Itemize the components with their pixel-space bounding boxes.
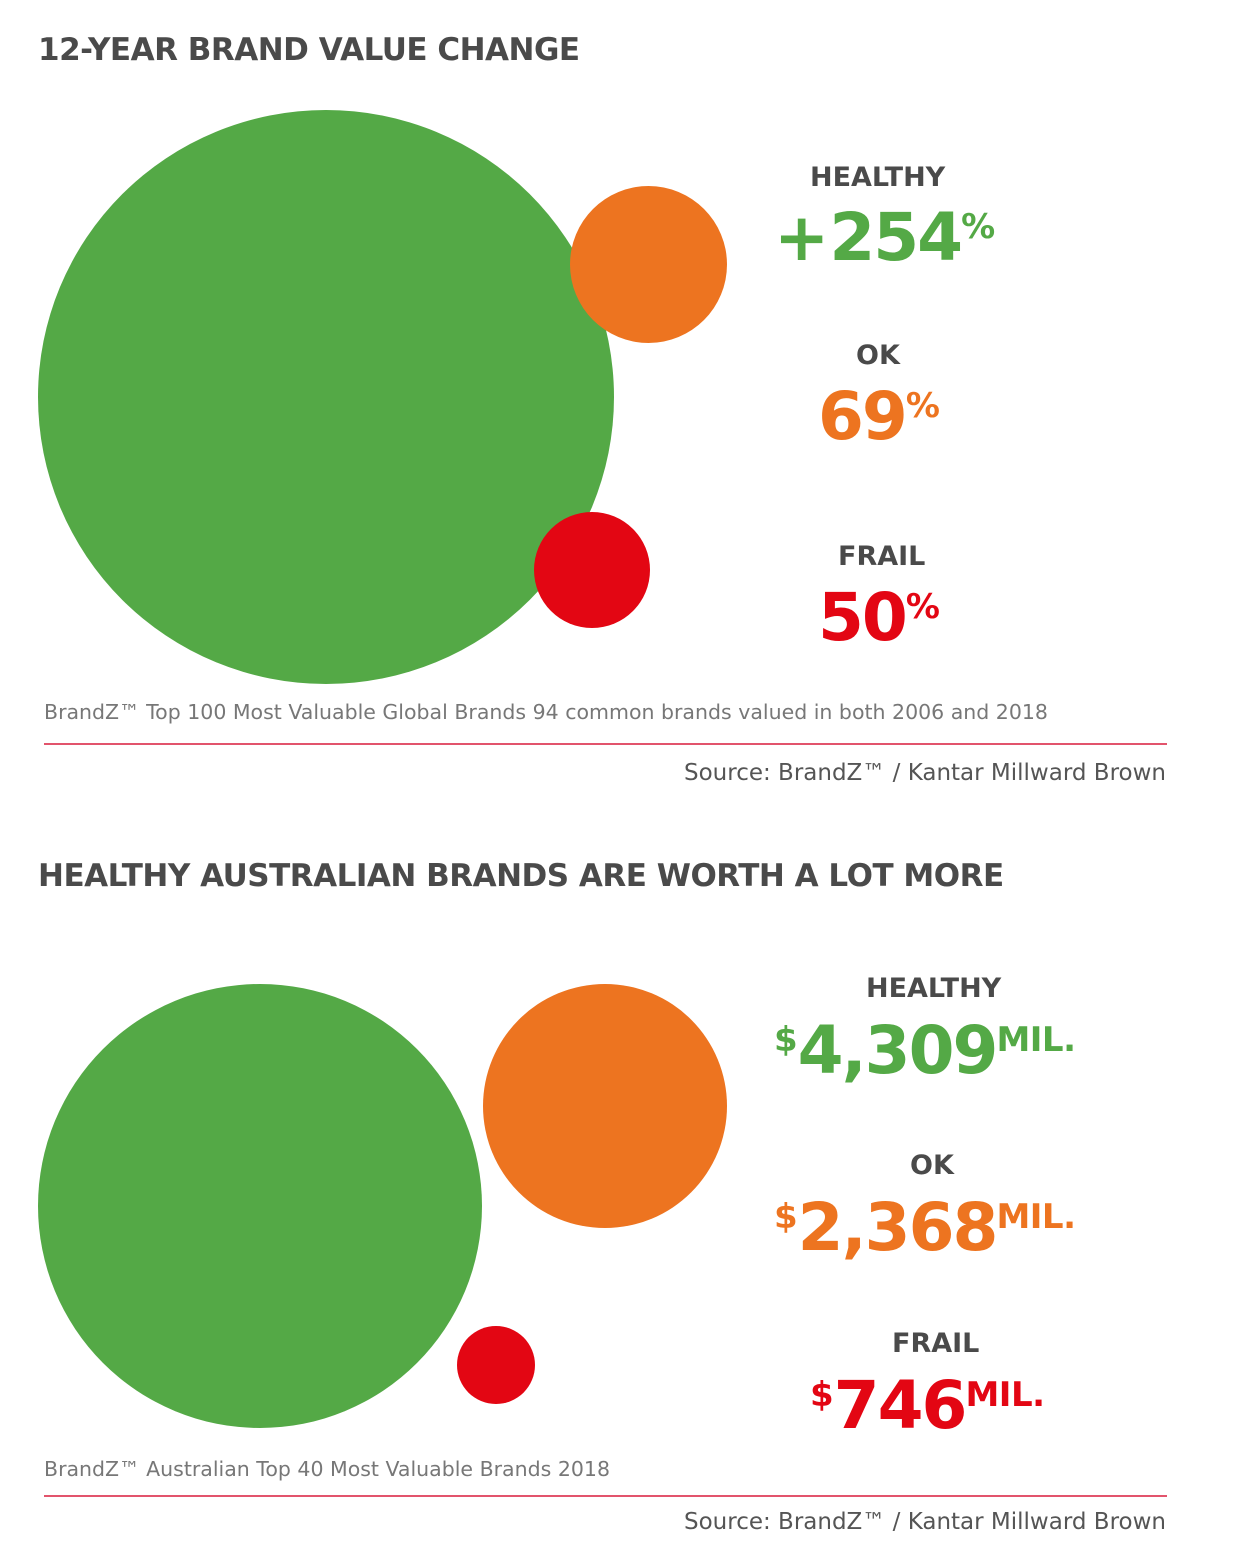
chart2-note: BrandZ™ Australian Top 40 Most Valuable … [44,1457,610,1481]
chart1-label-frail: FRAIL [838,541,926,572]
chart2-divider [44,1495,1167,1497]
chart2-label-frail: FRAIL [892,1328,980,1359]
chart1-value-frail-number: 50 [818,579,908,656]
chart2-label-ok: OK [910,1150,954,1181]
chart2-value-healthy-unit: MIL. [996,1020,1076,1060]
chart2-value-ok-unit: MIL. [996,1197,1076,1237]
chart2-value-frail-unit: MIL. [965,1375,1045,1415]
chart1-value-ok: 69% [818,384,940,450]
chart1-value-ok-number: 69 [818,378,908,455]
chart1-value-healthy: +254% [774,205,995,271]
chart1-label-ok: OK [856,340,900,371]
chart1-bubble-ok [570,186,727,343]
chart2-value-ok-number: 2,368 [797,1189,999,1266]
chart1-value-healthy-unit: % [961,207,995,247]
chart2-bubble-frail [457,1326,535,1404]
chart2-value-healthy-prefix: $ [774,1020,798,1060]
chart1-divider [44,743,1167,745]
chart2-value-frail: $746MIL. [810,1373,1045,1439]
chart2-title: HEALTHY AUSTRALIAN BRANDS ARE WORTH A LO… [38,858,1004,894]
chart1-bubble-frail [534,512,650,628]
chart1-value-frail-unit: % [905,587,940,627]
chart2-bubble-healthy [38,984,482,1428]
chart2-value-healthy: $4,309MIL. [774,1018,1076,1084]
chart1-source: Source: BrandZ™ / Kantar Millward Brown [684,760,1166,786]
chart2-value-frail-prefix: $ [810,1375,834,1415]
chart1-value-healthy-number: 254 [829,199,963,276]
chart2-value-ok: $2,368MIL. [774,1195,1076,1261]
chart2-label-healthy: HEALTHY [866,973,1002,1004]
chart1-title: 12-YEAR BRAND VALUE CHANGE [38,32,580,68]
chart1-value-healthy-prefix: + [774,199,830,276]
chart1-label-healthy: HEALTHY [810,162,946,193]
chart2-value-healthy-number: 4,309 [797,1012,999,1089]
chart2-value-frail-number: 746 [833,1367,968,1444]
chart1-value-ok-unit: % [905,386,940,426]
chart2-bubble-ok [483,984,727,1228]
chart2-source: Source: BrandZ™ / Kantar Millward Brown [684,1509,1166,1535]
chart1-bubble-healthy [38,110,614,684]
chart1-note: BrandZ™ Top 100 Most Valuable Global Bra… [44,700,1048,724]
chart1-value-frail: 50% [818,585,940,651]
chart2-value-ok-prefix: $ [774,1197,798,1237]
